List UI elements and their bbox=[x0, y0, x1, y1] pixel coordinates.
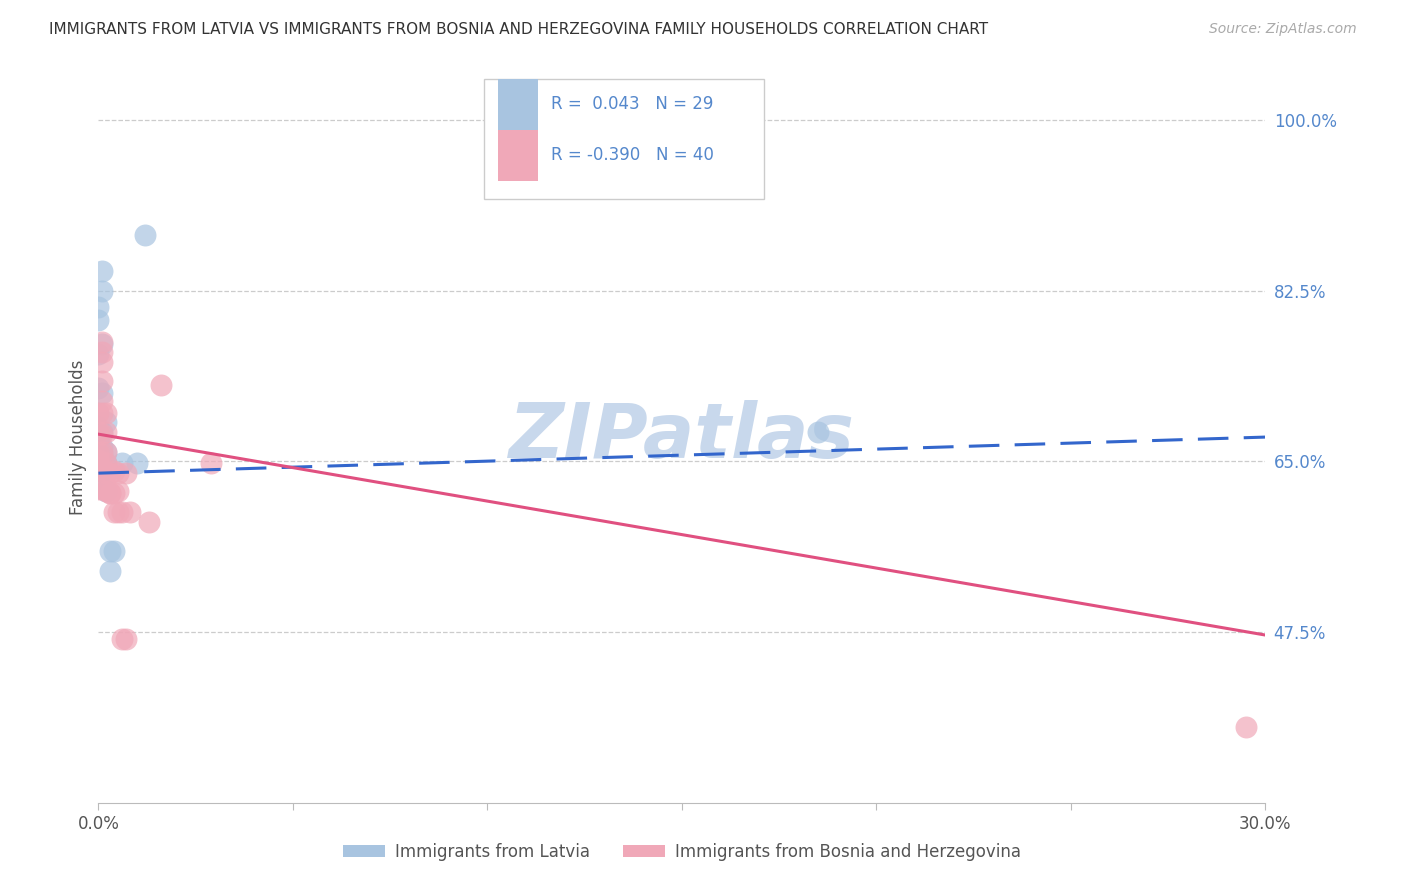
Point bbox=[96, 466, 118, 480]
Point bbox=[103, 505, 125, 519]
Point bbox=[87, 406, 110, 420]
Legend: Immigrants from Latvia, Immigrants from Bosnia and Herzegovina: Immigrants from Latvia, Immigrants from … bbox=[336, 837, 1028, 868]
Point bbox=[91, 425, 114, 440]
Point bbox=[91, 427, 114, 442]
Point bbox=[98, 485, 121, 500]
Point bbox=[91, 447, 114, 461]
Point bbox=[96, 406, 118, 420]
Point bbox=[91, 406, 114, 420]
Point bbox=[96, 444, 118, 458]
Point bbox=[98, 466, 121, 480]
Point bbox=[87, 406, 110, 420]
Point bbox=[96, 416, 118, 430]
Point bbox=[96, 444, 118, 458]
Point bbox=[103, 544, 125, 558]
Point bbox=[107, 466, 129, 480]
Point bbox=[87, 347, 110, 361]
Point bbox=[98, 544, 121, 558]
Point bbox=[91, 464, 114, 478]
Point bbox=[111, 632, 134, 646]
FancyBboxPatch shape bbox=[498, 78, 538, 130]
Point bbox=[91, 386, 114, 401]
Point bbox=[200, 457, 222, 471]
Point bbox=[87, 381, 110, 395]
Point bbox=[91, 394, 114, 409]
Point bbox=[1234, 720, 1257, 734]
Point bbox=[91, 444, 114, 458]
Point bbox=[91, 337, 114, 351]
Point bbox=[87, 434, 110, 449]
Point bbox=[103, 464, 125, 478]
Point bbox=[87, 301, 110, 315]
Point bbox=[91, 482, 114, 496]
Point bbox=[87, 452, 110, 467]
Point bbox=[91, 345, 114, 359]
Point bbox=[96, 457, 118, 471]
Point bbox=[96, 483, 118, 498]
Point bbox=[96, 483, 118, 498]
Point bbox=[98, 564, 121, 578]
Point bbox=[91, 284, 114, 298]
Point bbox=[87, 450, 110, 464]
Point bbox=[91, 440, 114, 454]
Text: R = -0.390   N = 40: R = -0.390 N = 40 bbox=[551, 146, 714, 164]
Point bbox=[149, 378, 172, 392]
Point bbox=[91, 355, 114, 369]
Point bbox=[111, 457, 134, 471]
Text: IMMIGRANTS FROM LATVIA VS IMMIGRANTS FROM BOSNIA AND HERZEGOVINA FAMILY HOUSEHOL: IMMIGRANTS FROM LATVIA VS IMMIGRANTS FRO… bbox=[49, 22, 988, 37]
Point bbox=[87, 454, 110, 468]
Y-axis label: Family Households: Family Households bbox=[69, 359, 87, 515]
Point bbox=[96, 425, 118, 440]
Text: R =  0.043   N = 29: R = 0.043 N = 29 bbox=[551, 95, 714, 113]
Point bbox=[87, 482, 110, 496]
Point bbox=[107, 505, 129, 519]
Point bbox=[127, 457, 149, 471]
Point bbox=[118, 505, 141, 519]
Point bbox=[91, 375, 114, 389]
Point bbox=[87, 462, 110, 476]
FancyBboxPatch shape bbox=[484, 78, 763, 200]
Point bbox=[96, 457, 118, 471]
Point bbox=[114, 466, 136, 480]
Point bbox=[87, 444, 110, 458]
Point bbox=[134, 228, 156, 243]
Point bbox=[91, 335, 114, 350]
Text: Source: ZipAtlas.com: Source: ZipAtlas.com bbox=[1209, 22, 1357, 37]
Point bbox=[138, 515, 160, 529]
Text: ZIPatlas: ZIPatlas bbox=[509, 401, 855, 474]
Point bbox=[91, 462, 114, 476]
Point bbox=[87, 425, 110, 440]
Point bbox=[103, 485, 125, 500]
Point bbox=[87, 313, 110, 327]
Point bbox=[807, 425, 830, 440]
Point bbox=[98, 485, 121, 500]
Point bbox=[91, 264, 114, 278]
FancyBboxPatch shape bbox=[498, 130, 538, 181]
Point bbox=[107, 483, 129, 498]
Point bbox=[111, 505, 134, 519]
Point bbox=[87, 420, 110, 434]
Point bbox=[87, 474, 110, 488]
Point bbox=[114, 632, 136, 646]
